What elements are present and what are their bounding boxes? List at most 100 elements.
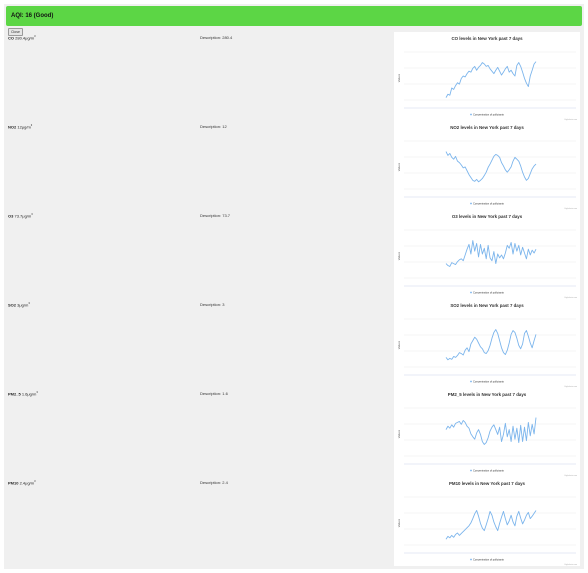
pollutant-name: CO xyxy=(8,35,14,41)
aqi-header: AQI: 16 (Good) xyxy=(6,6,582,26)
pollutant-reading: NO2 12μg/m3 xyxy=(8,124,32,129)
legend-label: Concentration of pollutants xyxy=(473,291,505,295)
pollutant-description: Description: 2.4 xyxy=(200,480,228,485)
pollutant-value: 3 xyxy=(17,302,20,308)
line-chart: PM2_5 levels in New York past 7 days Valu… xyxy=(394,388,580,477)
line-chart: PM10 levels in New York past 7 days Value… xyxy=(394,477,580,566)
y-axis-label: Values xyxy=(397,251,401,260)
chart-legend[interactable]: Concentration of pollutants xyxy=(470,380,505,384)
aqi-title: AQI: 16 (Good) xyxy=(11,13,54,19)
close-button[interactable]: Close xyxy=(8,28,23,36)
chart-credits[interactable]: Highcharts.com xyxy=(565,563,578,566)
chart-credits[interactable]: Highcharts.com xyxy=(565,385,578,388)
pollutant-unit: μg/m xyxy=(27,391,37,397)
pollutant-name: O3 xyxy=(8,213,14,219)
chart-legend[interactable]: Concentration of pollutants xyxy=(470,202,505,206)
legend-marker-icon xyxy=(470,469,472,472)
chart-legend[interactable]: Concentration of pollutants xyxy=(470,469,505,473)
chart-svg: O3 levels in New York past 7 days Values C… xyxy=(397,214,578,299)
legend-marker-icon xyxy=(470,113,472,116)
pollutant-unit: μg/m xyxy=(21,124,31,130)
pollutant-row: SO2 3μg/m3 Description: 3 SO2 levels in Ne… xyxy=(4,299,584,388)
series-line xyxy=(445,329,537,361)
legend-marker-icon xyxy=(470,202,472,205)
legend-marker-icon xyxy=(470,380,472,383)
chart-title: O3 levels in New York past 7 days xyxy=(452,214,523,219)
pollutant-value: 280.4 xyxy=(15,35,26,41)
pollutant-description: Description: 12 xyxy=(200,124,227,129)
series-line xyxy=(445,417,537,445)
chart-credits[interactable]: Highcharts.com xyxy=(565,296,578,299)
pollutant-reading: O3 73.7μg/m3 xyxy=(8,213,33,218)
pollutant-unit: μg/m xyxy=(25,35,35,41)
pollutant-unit-exponent: 3 xyxy=(31,213,33,216)
pollutant-unit: μg/m xyxy=(22,213,32,219)
pollutant-row: PM10 2.4μg/m3 Description: 2.4 PM10 levels… xyxy=(4,477,584,566)
chart-svg: PM2_5 levels in New York past 7 days Valu… xyxy=(397,392,578,477)
series-line xyxy=(445,240,537,267)
line-chart: CO levels in New York past 7 days Values C… xyxy=(394,32,580,121)
pollutant-unit-exponent: 3 xyxy=(30,124,33,127)
pollutant-row: O3 73.7μg/m3 Description: 73.7 O3 levels i… xyxy=(4,210,584,299)
pollutant-name: NO2 xyxy=(8,124,17,130)
legend-label: Concentration of pollutants xyxy=(473,558,505,562)
legend-marker-icon xyxy=(470,558,472,561)
chart-title: NO2 levels in New York past 7 days xyxy=(450,125,524,130)
chart-svg: CO levels in New York past 7 days Values C… xyxy=(397,36,578,121)
chart-svg: PM10 levels in New York past 7 days Value… xyxy=(397,481,578,566)
chart-svg: NO2 levels in New York past 7 days Values… xyxy=(397,125,578,210)
pollutant-description: Description: 73.7 xyxy=(200,213,231,218)
chart-title: PM10 levels in New York past 7 days xyxy=(449,481,526,486)
y-axis-label: Values xyxy=(397,162,401,171)
pollutant-value: 1.6 xyxy=(21,391,28,397)
y-axis-label: Values xyxy=(397,518,401,527)
chart-legend[interactable]: Concentration of pollutants xyxy=(470,113,505,117)
pollutant-description: Description: 3 xyxy=(200,302,225,307)
pollutant-unit-exponent: 3 xyxy=(28,302,30,305)
chart-legend[interactable]: Concentration of pollutants xyxy=(470,558,505,562)
pollutant-name: PM10 xyxy=(8,480,19,486)
chart-credits[interactable]: Highcharts.com xyxy=(565,474,578,477)
pollutant-unit-exponent: 3 xyxy=(34,480,36,483)
legend-label: Concentration of pollutants xyxy=(473,469,505,473)
chart-svg: SO2 levels in New York past 7 days Values… xyxy=(397,303,578,388)
chart-credits[interactable]: Highcharts.com xyxy=(565,207,578,210)
legend-label: Concentration of pollutants xyxy=(473,380,505,384)
pollutant-unit: μg/m xyxy=(19,302,29,308)
y-axis-label: Values xyxy=(397,340,401,349)
series-line xyxy=(445,61,537,98)
chart-legend[interactable]: Concentration of pollutants xyxy=(470,291,505,295)
pollutant-name: SO2 xyxy=(8,302,17,308)
pollutant-value: 2.4 xyxy=(19,480,26,486)
legend-label: Concentration of pollutants xyxy=(473,113,505,117)
pollutant-unit: μg/m xyxy=(25,480,35,486)
chart-credits[interactable]: Highcharts.com xyxy=(565,118,578,121)
legend-label: Concentration of pollutants xyxy=(473,202,505,206)
pollutant-name: PM2_5 xyxy=(8,391,21,397)
pollutant-unit-exponent: 3 xyxy=(36,391,38,394)
chart-title: PM2_5 levels in New York past 7 days xyxy=(448,392,527,397)
pollutant-reading: CO 280.4μg/m3 xyxy=(8,35,36,40)
series-line xyxy=(445,151,537,183)
pollutant-reading: PM10 2.4μg/m3 xyxy=(8,480,36,485)
pollutant-description: Description: 280.4 xyxy=(200,35,233,40)
pollutant-row: CO 280.4μg/m3 Description: 280.4 CO levels… xyxy=(4,32,584,121)
series-line xyxy=(445,509,537,540)
app-frame: AQI: 16 (Good) Close CO 280.4μg/m3 Descri… xyxy=(4,4,584,569)
pollutant-description: Description: 1.6 xyxy=(200,391,228,396)
line-chart: NO2 levels in New York past 7 days Values… xyxy=(394,121,580,210)
legend-marker-icon xyxy=(470,291,472,294)
pollutant-value: 12 xyxy=(17,124,22,130)
pollutant-value: 73.7 xyxy=(14,213,23,219)
y-axis-label: Values xyxy=(397,73,401,82)
pollutant-reading: PM2_5 1.6μg/m3 xyxy=(8,391,38,396)
line-chart: SO2 levels in New York past 7 days Values… xyxy=(394,299,580,388)
pollutant-row: NO2 12μg/m3 Description: 12 NO2 levels in … xyxy=(4,121,584,210)
line-chart: O3 levels in New York past 7 days Values C… xyxy=(394,210,580,299)
pollutant-row: PM2_5 1.6μg/m3 Description: 1.6 PM2_5 leve… xyxy=(4,388,584,477)
y-axis-label: Values xyxy=(397,429,401,438)
chart-title: CO levels in New York past 7 days xyxy=(451,36,523,41)
chart-title: SO2 levels in New York past 7 days xyxy=(450,303,524,308)
pollutant-unit-exponent: 3 xyxy=(34,35,36,38)
pollutant-reading: SO2 3μg/m3 xyxy=(8,302,30,307)
